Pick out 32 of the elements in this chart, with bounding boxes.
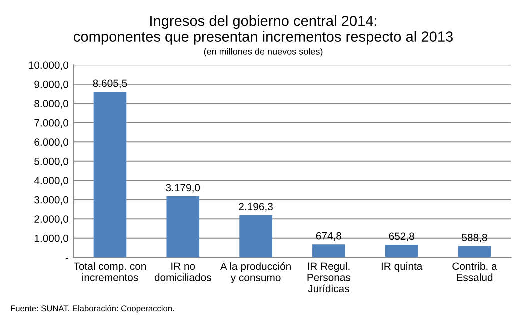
y-tick-label: 9.000,0 bbox=[34, 80, 69, 90]
chart-subtitle: (en millones de nuevos soles) bbox=[204, 48, 323, 57]
x-tick-label: IR no domiciliados bbox=[154, 262, 212, 282]
y-tick-label: 2.000,0 bbox=[34, 216, 69, 224]
data-label: 3.179,0 bbox=[166, 184, 200, 193]
x-tick-label: Contrib. a Essalud bbox=[452, 262, 498, 282]
y-tick-label: - bbox=[66, 258, 68, 259]
chart-title: Ingresos del gobierno central 2014: componentes que presentan incrementos respecto al 2013 bbox=[74, 16, 453, 45]
data-label: 2.196,3 bbox=[239, 203, 273, 212]
x-tick-label: IR Regul. Personas Jurídicas bbox=[308, 262, 351, 293]
bar bbox=[94, 92, 127, 258]
x-tick-label: A la producción y consumo bbox=[220, 262, 291, 284]
y-tick-label: 8.000,0 bbox=[34, 100, 69, 109]
bar bbox=[458, 246, 492, 258]
y-tick-label: 4.000,0 bbox=[34, 177, 69, 186]
y-tick-label: 3.000,0 bbox=[34, 196, 69, 205]
y-tick-label: 5.000,0 bbox=[34, 158, 69, 166]
data-label: 652,8 bbox=[389, 232, 414, 242]
x-tick-label: IR quinta bbox=[382, 262, 423, 272]
bar bbox=[166, 196, 200, 258]
data-label: 674,8 bbox=[316, 232, 342, 241]
y-tick-label: 6.000,0 bbox=[34, 138, 69, 148]
data-label: 588,8 bbox=[462, 234, 488, 243]
x-tick-label: Total comp. con incrementos bbox=[74, 262, 146, 282]
bar bbox=[385, 245, 418, 258]
y-tick-label: 10.000,0 bbox=[29, 62, 69, 70]
bar bbox=[312, 244, 346, 258]
y-tick-label: 7.000,0 bbox=[34, 119, 69, 128]
bar bbox=[240, 215, 272, 258]
data-label: 8.605,5 bbox=[93, 80, 128, 88]
source-note: Fuente: SUNAT. Elaboración: Cooperaccion. bbox=[11, 305, 174, 314]
y-tick-label: 1.000,0 bbox=[34, 234, 69, 244]
